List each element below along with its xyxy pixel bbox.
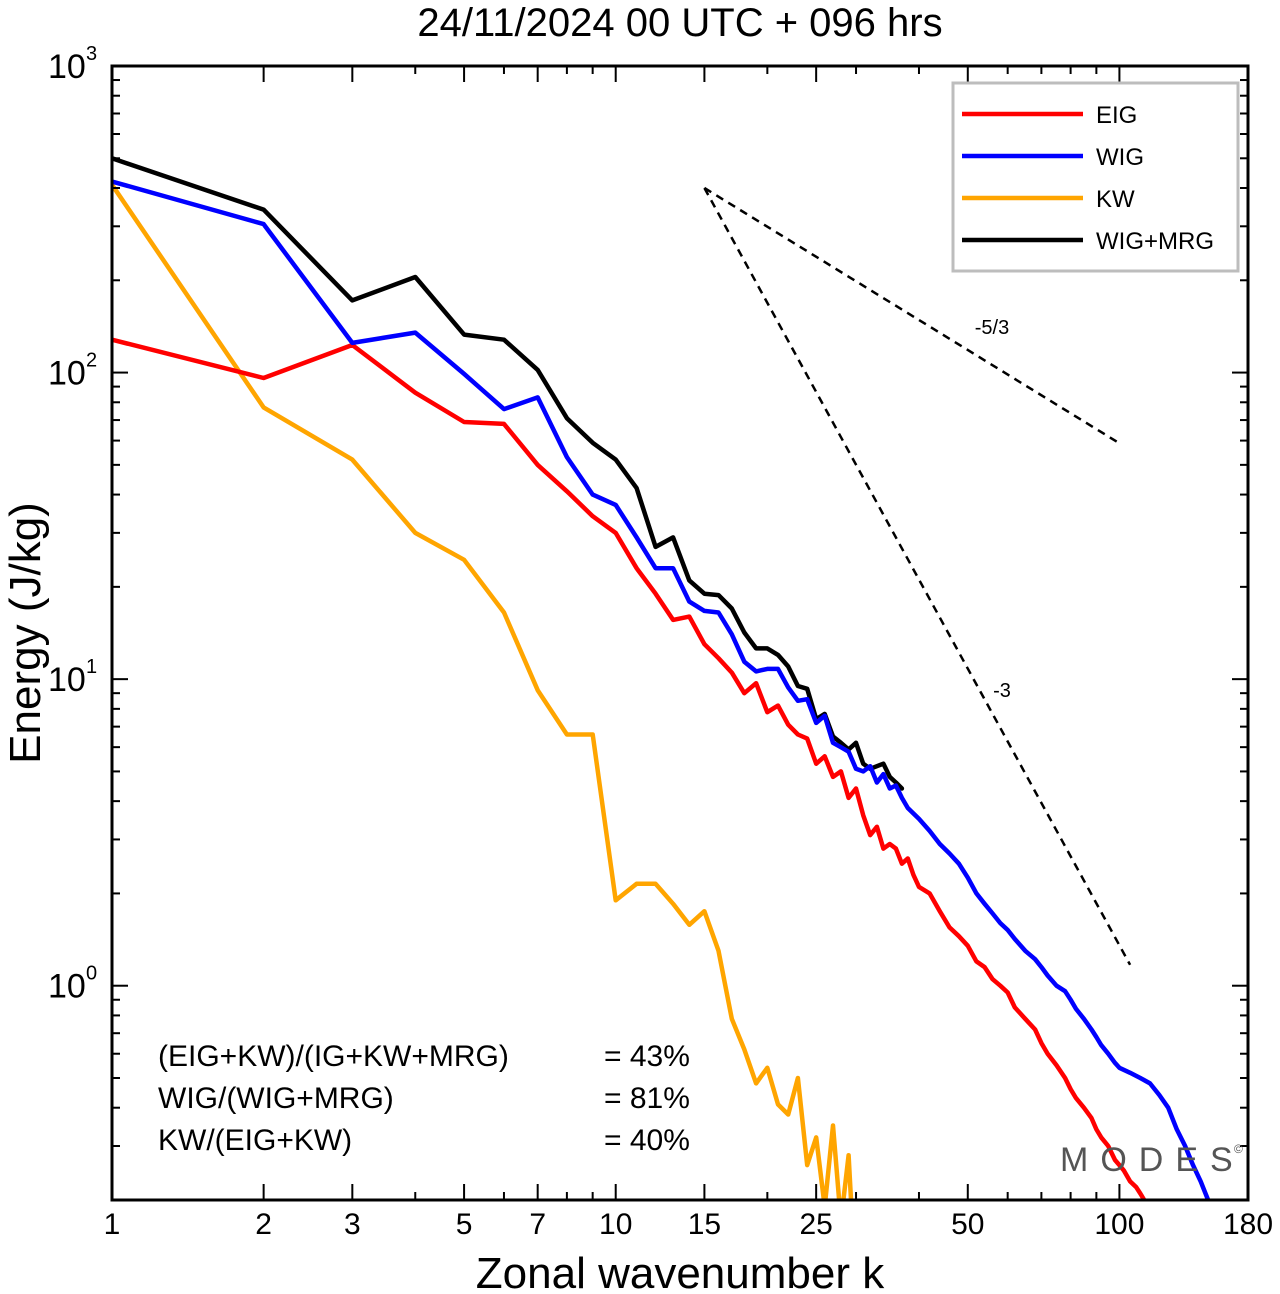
y-tick-label: 10 3 bbox=[48, 43, 97, 86]
plot-frame bbox=[110, 64, 1250, 1202]
x-tick-label: 2 bbox=[255, 1208, 272, 1241]
reference-line-label: -5/3 bbox=[975, 317, 1009, 339]
y-tick-label: 10 1 bbox=[48, 656, 97, 699]
x-tick-label: 3 bbox=[344, 1208, 361, 1241]
x-tick-label: 100 bbox=[1094, 1208, 1144, 1241]
y-tick-label: 10 0 bbox=[48, 963, 97, 1006]
y-tick-exponent: 2 bbox=[86, 350, 97, 372]
series-line-wig-mrg bbox=[112, 156, 905, 791]
y-tick-base: 10 bbox=[48, 661, 86, 699]
reference-line bbox=[703, 187, 1132, 966]
reference-lines bbox=[703, 186, 1132, 966]
ratio-label: KW/(EIG+KW) bbox=[158, 1124, 352, 1157]
x-tick-label: 15 bbox=[688, 1208, 721, 1241]
ratio-value: = 43% bbox=[604, 1040, 690, 1073]
chart-title: 24/11/2024 00 UTC + 096 hrs bbox=[417, 1, 942, 45]
y-tick-exponent: 3 bbox=[86, 43, 97, 65]
ratio-label: (EIG+KW)/(IG+KW+MRG) bbox=[158, 1040, 509, 1073]
y-tick-label: 10 2 bbox=[48, 350, 97, 393]
watermark-text: MODES bbox=[1060, 1141, 1245, 1179]
series-line-wig bbox=[112, 179, 1211, 1200]
legend: EIG WIG KW WIG+MRG bbox=[951, 81, 1240, 273]
y-tick-base: 10 bbox=[48, 968, 86, 1006]
x-tick-label: 10 bbox=[599, 1208, 632, 1241]
ratio-value: = 81% bbox=[604, 1082, 690, 1115]
series-line-eig bbox=[112, 337, 1148, 1200]
reference-line bbox=[703, 186, 1121, 445]
y-tick-exponent: 0 bbox=[86, 963, 97, 985]
y-axis-label: Energy (J/kg) bbox=[1, 502, 50, 764]
x-axis: 1 2 3 5 7 10 15 25 50 100 180 bbox=[104, 66, 1273, 1241]
y-tick-exponent: 1 bbox=[86, 656, 97, 678]
x-tick-label: 180 bbox=[1223, 1208, 1273, 1241]
legend-label: EIG bbox=[1096, 102, 1137, 129]
x-axis-label: Zonal wavenumber k bbox=[476, 1249, 885, 1294]
ratio-label: WIG/(WIG+MRG) bbox=[158, 1082, 394, 1115]
x-tick-label: 1 bbox=[104, 1208, 121, 1241]
y-tick-base: 10 bbox=[48, 48, 86, 86]
series-lines bbox=[112, 156, 1211, 1200]
x-tick-label: 7 bbox=[529, 1208, 546, 1241]
y-tick-base: 10 bbox=[48, 355, 86, 393]
ratio-value: = 40% bbox=[604, 1124, 690, 1157]
legend-label: KW bbox=[1096, 186, 1135, 213]
series-line-kw bbox=[112, 182, 854, 1200]
legend-label: WIG+MRG bbox=[1096, 228, 1214, 255]
legend-label: WIG bbox=[1096, 144, 1144, 171]
watermark: MODES © bbox=[1060, 1141, 1245, 1179]
x-tick-label: 50 bbox=[951, 1208, 984, 1241]
reference-line-label: -3 bbox=[993, 680, 1011, 702]
x-tick-label: 25 bbox=[799, 1208, 832, 1241]
ratio-annotations: (EIG+KW)/(IG+KW+MRG) = 43% WIG/(WIG+MRG) = … bbox=[158, 1040, 690, 1157]
x-tick-label: 5 bbox=[456, 1208, 473, 1241]
watermark-copyright-mark: © bbox=[1234, 1142, 1243, 1156]
